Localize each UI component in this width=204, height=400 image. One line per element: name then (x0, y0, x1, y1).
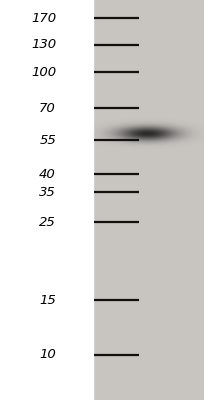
Text: 15: 15 (39, 294, 56, 306)
Text: 25: 25 (39, 216, 56, 228)
Text: 100: 100 (31, 66, 56, 78)
Text: 10: 10 (39, 348, 56, 362)
Text: 70: 70 (39, 102, 56, 114)
Text: 40: 40 (39, 168, 56, 180)
Text: 170: 170 (31, 12, 56, 24)
Text: 55: 55 (39, 134, 56, 146)
Bar (93, 0, 204, 400)
Text: 35: 35 (39, 186, 56, 198)
Text: 130: 130 (31, 38, 56, 52)
Bar (0, 0, 93, 400)
